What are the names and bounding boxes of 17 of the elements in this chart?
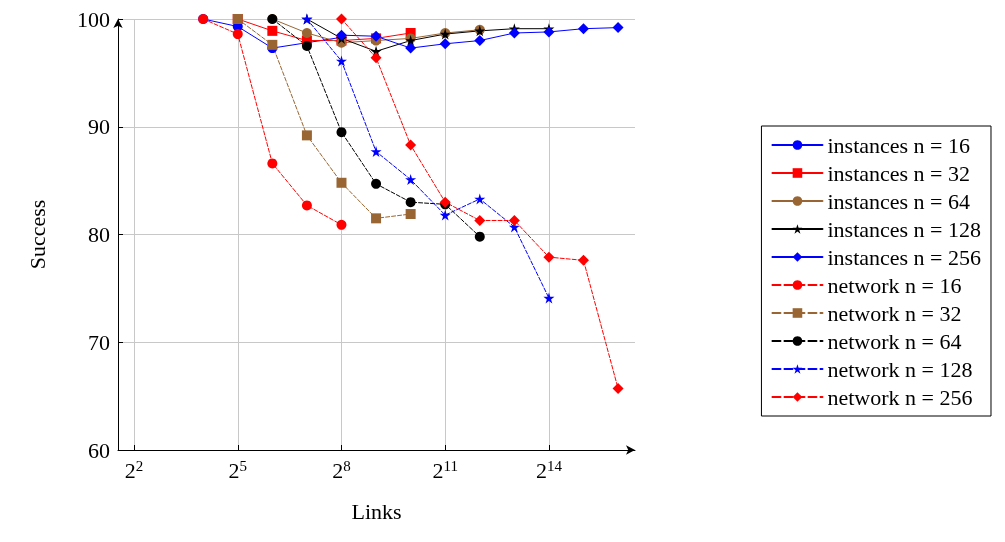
- y-tick-label: 70: [88, 329, 110, 355]
- legend-label: instances n = 32: [827, 160, 971, 186]
- legend-label: network n = 32: [827, 300, 962, 326]
- y-tick-label: 100: [77, 6, 110, 32]
- y-tick-label: 80: [88, 222, 110, 247]
- y-tick-label: 90: [88, 114, 110, 140]
- legend-label: network n = 16: [827, 272, 962, 298]
- legend-label: network n = 128: [827, 356, 973, 382]
- legend-label: instances n = 16: [827, 132, 971, 158]
- legend-label: instances n = 64: [827, 188, 971, 214]
- y-axis-title: Success: [24, 199, 50, 270]
- y-tick-label: 60: [88, 437, 110, 463]
- legend-label: instances n = 256: [827, 244, 982, 270]
- x-axis-title: Links: [351, 498, 402, 524]
- legend-label: instances n = 128: [827, 216, 982, 242]
- legend-label: network n = 64: [827, 328, 962, 354]
- legend-label: network n = 256: [827, 384, 973, 410]
